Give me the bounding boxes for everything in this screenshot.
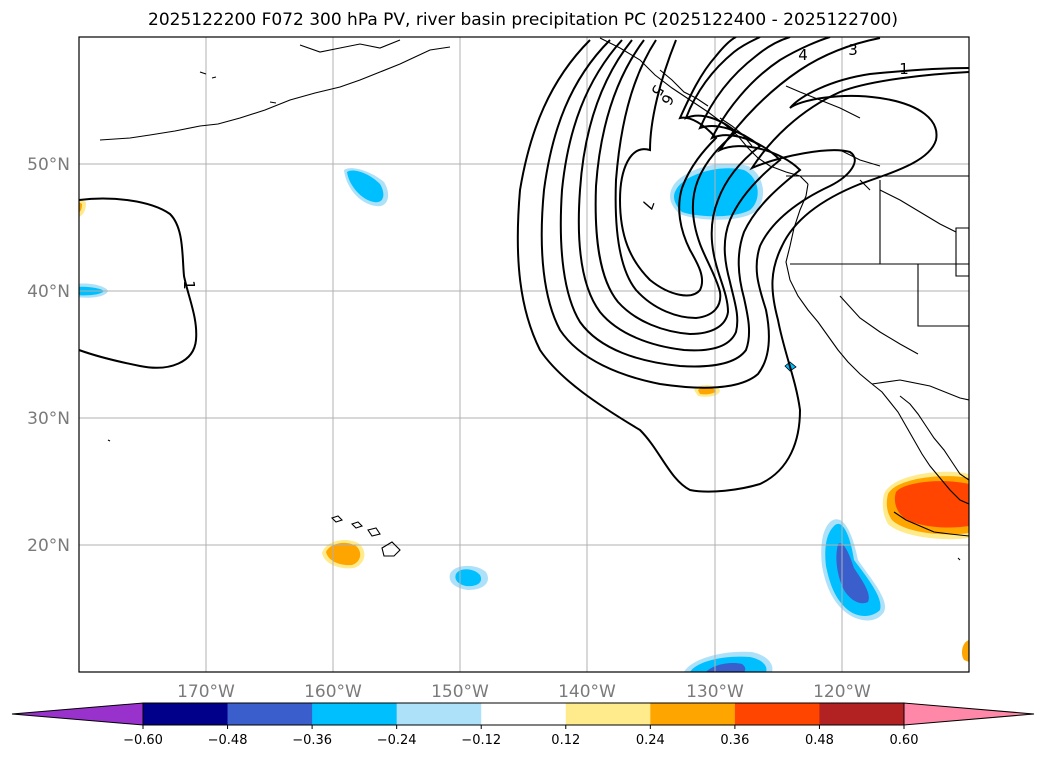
island: [381, 541, 401, 557]
lat-label: 50°N: [27, 155, 70, 175]
colorbar-segment: [565, 703, 651, 725]
lat-label: 20°N: [27, 536, 70, 556]
coastline: [99, 46, 451, 141]
colorbar-segment: [312, 703, 398, 725]
lat-label: 40°N: [27, 282, 70, 302]
colorbar-tick-label: −0.48: [208, 733, 248, 748]
pv-contours: [79, 37, 969, 493]
lon-label: 160°W: [304, 682, 362, 702]
lon-label: 140°W: [558, 682, 616, 702]
coastline: [871, 383, 969, 505]
colorbar-tick-label: −0.24: [377, 733, 417, 748]
colorbar-segment: [819, 703, 905, 725]
anomaly-patch: [674, 168, 758, 217]
coastline: [899, 395, 969, 481]
colorbar-segment: [650, 703, 736, 725]
colorbar: −0.60 −0.48 −0.36 −0.24 −0.12 0.12 0.24 0.36 0.4…: [11, 702, 1035, 748]
colorbar-segment: [396, 703, 482, 725]
pv-contour: [516, 39, 969, 493]
anomaly-patch: [836, 543, 869, 604]
coastline: [785, 183, 873, 385]
colorbar-tick-label: 0.48: [805, 733, 834, 748]
map-plot-area: 1 3 4 1 7 6 5: [79, 37, 969, 672]
coastline: [299, 39, 401, 53]
lat-axis-labels: 50°N 40°N 30°N 20°N: [27, 155, 70, 556]
anomaly-patch: [706, 662, 746, 672]
precip-anomaly-fills: [79, 163, 969, 672]
colorbar-outline: [142, 702, 905, 726]
colorbar-tick-label: 0.36: [720, 733, 749, 748]
pv-contour: [614, 37, 761, 320]
colorbar-extend-min: [12, 703, 143, 725]
coastline: [893, 511, 969, 537]
colorbar-segments: [12, 703, 1034, 725]
coastline: [785, 85, 881, 191]
lon-axis-labels: 170°W 160°W 150°W 140°W 130°W 120°W: [177, 682, 871, 702]
border-line: [839, 295, 919, 355]
pv-contour: [559, 37, 881, 368]
plot-frame: [78, 36, 970, 673]
colorbar-segment: [734, 703, 820, 725]
lon-label: 120°W: [813, 682, 871, 702]
anomaly-patch: [894, 481, 969, 528]
figure-title: 2025122200 F072 300 hPa PV, river basin …: [148, 10, 898, 30]
anomaly-patch: [79, 202, 82, 213]
colorbar-extend-max: [904, 703, 1034, 725]
border-line: [955, 227, 969, 277]
colorbar-segment: [143, 703, 229, 725]
pv-contour: [577, 37, 831, 352]
island: [107, 439, 111, 442]
lon-label: 130°W: [686, 682, 744, 702]
anomaly-patch: [698, 387, 716, 395]
colorbar-tick-label: 0.12: [551, 733, 580, 748]
contour-label: 1: [899, 60, 909, 78]
pv-contour: [79, 197, 198, 369]
colorbar-tick-label: 0.60: [890, 733, 919, 748]
colorbar-segment: [481, 703, 567, 725]
gridlines: [79, 37, 969, 672]
contour-label: 1: [180, 280, 198, 290]
island: [330, 515, 344, 523]
contour-label: 4: [798, 46, 808, 64]
coastline: [199, 71, 277, 104]
colorbar-tick-label: 0.24: [636, 733, 665, 748]
anomaly-patch: [961, 640, 969, 662]
contour-label: 3: [848, 41, 858, 59]
lat-label: 30°N: [27, 409, 70, 429]
colorbar-ticks: −0.60 −0.48 −0.36 −0.24 −0.12 0.12 0.24 0.36 0.4…: [123, 725, 918, 748]
colorbar-tick-label: −0.60: [123, 733, 163, 748]
anomaly-patch: [347, 170, 384, 203]
colorbar-tick-label: −0.12: [461, 733, 501, 748]
island: [957, 557, 961, 561]
coastlines: [99, 37, 969, 561]
anomaly-patch: [455, 569, 482, 587]
anomaly-patch: [326, 542, 361, 566]
pv-contour: [594, 37, 791, 336]
border-line: [790, 180, 969, 327]
island: [367, 527, 381, 537]
pv-contour: [618, 37, 737, 297]
lon-label: 150°W: [431, 682, 489, 702]
colorbar-tick-label: −0.36: [292, 733, 332, 748]
island: [350, 521, 364, 529]
colorbar-segment: [227, 703, 313, 725]
border-line: [879, 189, 957, 233]
lon-label: 170°W: [177, 682, 235, 702]
border-line: [871, 379, 969, 401]
